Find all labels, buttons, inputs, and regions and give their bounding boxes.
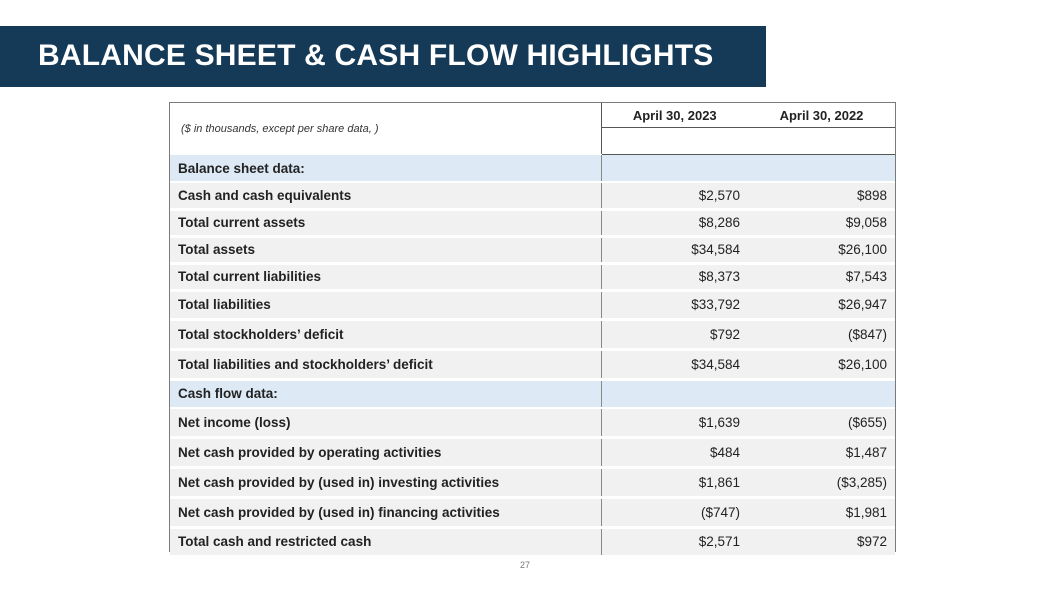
value-2022: ($3,285) (748, 467, 895, 499)
value-2023: $34,584 (600, 349, 748, 381)
row-label: Net cash provided by operating activitie… (170, 437, 601, 469)
page-number: 27 (519, 560, 530, 570)
table-row: Total current assets $8,286 $9,058 (170, 209, 895, 238)
row-label: Net cash provided by (used in) financing… (170, 497, 601, 529)
value-2022: $972 (748, 527, 895, 555)
value-2022: ($847) (748, 319, 895, 351)
value-2022: $898 (748, 182, 895, 211)
table-row: Net cash provided by (used in) financing… (170, 497, 895, 529)
value-2022: $26,947 (748, 290, 895, 321)
row-label: Total liabilities and stockholders’ defi… (170, 349, 601, 381)
slide-title: BALANCE SHEET & CASH FLOW HIGHLIGHTS (38, 39, 714, 72)
value-2023: $2,571 (600, 527, 748, 555)
value-2023: $33,792 (600, 290, 748, 321)
header-spacer-cell (600, 127, 748, 155)
table-row: Net cash provided by operating activitie… (170, 437, 895, 469)
row-label: Cash and cash equivalents (170, 182, 601, 211)
value-2023: ($747) (600, 497, 748, 529)
value-2022: $1,981 (748, 497, 895, 529)
header-row: ($ in thousands, except per share data, … (170, 103, 895, 155)
value-2023: $792 (600, 319, 748, 351)
column-header-2023: April 30, 2023 (600, 103, 748, 128)
value-2022: $26,100 (748, 236, 895, 265)
table-row: Total assets $34,584 $26,100 (170, 236, 895, 265)
section-row-cash-flow: Cash flow data: (170, 378, 895, 409)
value-2023: $8,286 (600, 209, 748, 238)
table-row: Cash and cash equivalents $2,570 $898 (170, 182, 895, 211)
value-2022: $7,543 (748, 263, 895, 292)
row-label: Total stockholders’ deficit (170, 319, 601, 351)
column-header-2022: April 30, 2022 (748, 103, 895, 128)
title-banner: BALANCE SHEET & CASH FLOW HIGHLIGHTS (0, 26, 766, 87)
section-row-balance-sheet: Balance sheet data: (170, 154, 895, 183)
table-row: Net cash provided by (used in) investing… (170, 467, 895, 499)
value-2022: ($655) (748, 407, 895, 439)
row-label: Total current liabilities (170, 263, 601, 292)
value-2023: $8,373 (600, 263, 748, 292)
financial-table: ($ in thousands, except per share data, … (169, 102, 896, 555)
value-2023: $34,584 (600, 236, 748, 265)
units-note: ($ in thousands, except per share data, … (170, 103, 601, 155)
table-row: Total current liabilities $8,373 $7,543 (170, 263, 895, 292)
row-label: Net cash provided by (used in) investing… (170, 467, 601, 499)
header-spacer-cell (748, 127, 895, 155)
value-2023: $1,861 (600, 467, 748, 499)
table-row: Net income (loss) $1,639 ($655) (170, 407, 895, 439)
row-label: Total current assets (170, 209, 601, 238)
value-2023: $1,639 (600, 407, 748, 439)
value-2022: $1,487 (748, 437, 895, 469)
highlights-table: ($ in thousands, except per share data, … (170, 103, 895, 555)
value-2023: $484 (600, 437, 748, 469)
header-spacer-row (170, 127, 895, 155)
value-2022: $26,100 (748, 349, 895, 381)
value-2022: $9,058 (748, 209, 895, 238)
table-row: Total stockholders’ deficit $792 ($847) (170, 319, 895, 351)
table-row: Total cash and restricted cash $2,571 $9… (170, 527, 895, 555)
row-label: Net income (loss) (170, 407, 601, 439)
section-label: Balance sheet data: (170, 154, 601, 183)
row-label: Total assets (170, 236, 601, 265)
table-row: Total liabilities and stockholders’ defi… (170, 349, 895, 381)
value-2023: $2,570 (600, 182, 748, 211)
section-label: Cash flow data: (170, 378, 601, 409)
table-row: Total liabilities $33,792 $26,947 (170, 290, 895, 321)
row-label: Total liabilities (170, 290, 601, 321)
row-label: Total cash and restricted cash (170, 527, 601, 555)
